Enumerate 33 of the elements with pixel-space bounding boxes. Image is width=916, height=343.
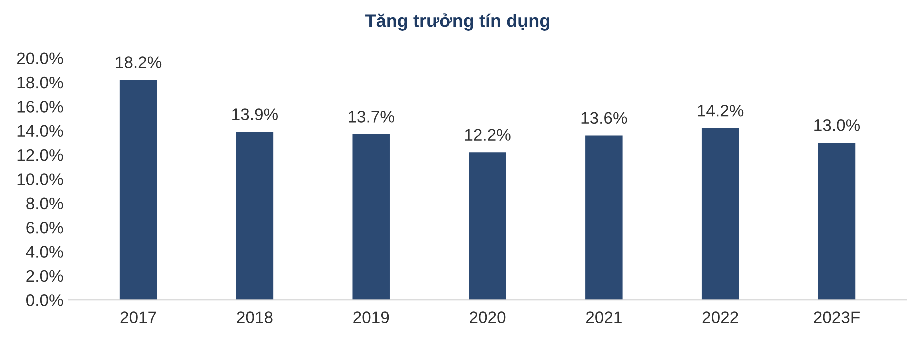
bar — [352, 134, 390, 300]
y-tick-label: 6.0% — [26, 222, 64, 234]
bar — [469, 152, 506, 300]
y-tick-label: 4.0% — [26, 246, 64, 258]
x-tick-label: 2020 — [470, 312, 506, 324]
data-label: 12.2% — [465, 129, 511, 141]
y-tick-label: 8.0% — [26, 198, 64, 210]
x-tick-label: 2023F — [814, 312, 860, 324]
data-label: 13.9% — [232, 108, 278, 120]
x-tick-label: 2021 — [586, 312, 622, 324]
y-tick-label: 16.0% — [18, 101, 64, 113]
data-label: 13.6% — [582, 112, 628, 124]
bar — [236, 132, 274, 300]
x-tick-label: 2019 — [354, 312, 390, 324]
y-tick-label: 2.0% — [26, 270, 64, 282]
y-tick-label: 20.0% — [17, 52, 64, 65]
x-tick-label: 2017 — [120, 312, 156, 324]
y-tick-label: 12.0% — [18, 149, 64, 162]
bar — [818, 142, 856, 300]
y-tick-label: 18.0% — [18, 76, 64, 89]
chart-title: Tăng trưởng tín dụng — [366, 14, 550, 31]
data-label: 13.7% — [349, 111, 394, 123]
y-tick-label: 10.0% — [18, 174, 64, 186]
bar — [120, 80, 158, 300]
data-label: 14.2% — [698, 105, 744, 117]
x-tick-label: 2022 — [702, 312, 738, 324]
data-label: 13.0% — [814, 120, 860, 132]
y-tick-label: 14.0% — [18, 125, 64, 138]
bar — [702, 128, 740, 300]
y-tick-label: 0.0% — [26, 294, 64, 306]
bar — [586, 136, 623, 300]
data-label: 18.2% — [116, 56, 162, 68]
x-tick-label: 2018 — [237, 312, 273, 324]
